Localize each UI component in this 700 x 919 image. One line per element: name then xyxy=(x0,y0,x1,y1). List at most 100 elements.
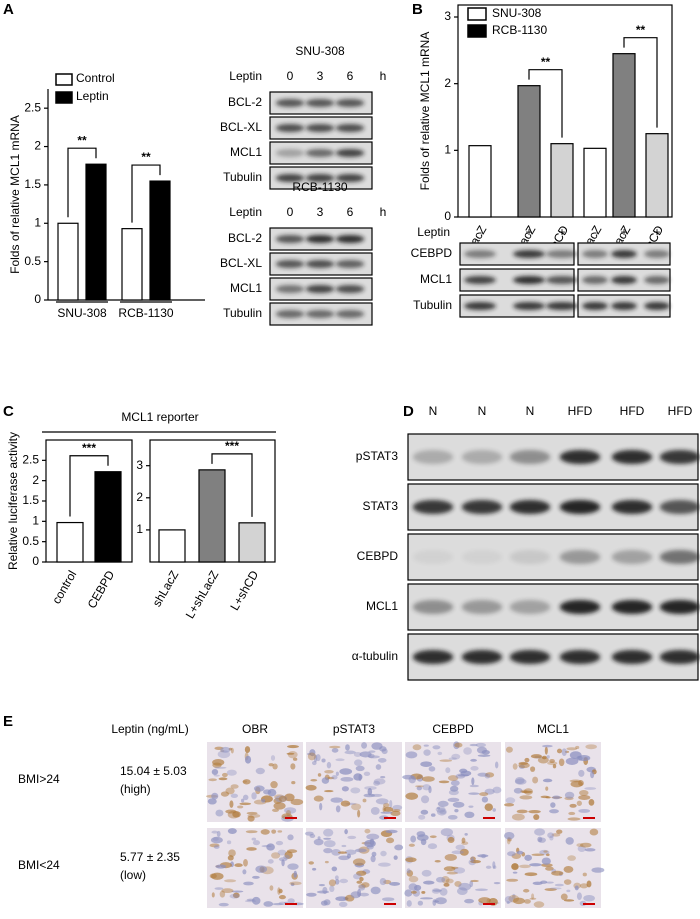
treatment-sign: + xyxy=(558,225,565,239)
legend-swatch xyxy=(55,73,73,86)
ihc-texture xyxy=(341,786,349,792)
ihc-texture xyxy=(542,778,553,783)
ihc-texture xyxy=(453,867,466,874)
ihc-texture xyxy=(361,882,370,888)
y-tick-label: 2 xyxy=(32,473,39,487)
ihc-texture xyxy=(576,892,582,901)
bar xyxy=(94,471,122,563)
blot-band xyxy=(464,250,496,258)
blot-band xyxy=(305,310,335,318)
blot-band xyxy=(559,600,601,614)
blot-band xyxy=(509,450,551,464)
x-tick-label: RCB-1130 xyxy=(118,306,173,320)
ihc-texture xyxy=(237,805,244,809)
ihc-texture xyxy=(547,761,558,766)
blot-row-label: BCL-XL xyxy=(220,120,262,134)
ihc-texture xyxy=(331,748,339,753)
ihc-texture xyxy=(428,785,432,794)
lane-label: HFD xyxy=(620,404,645,418)
ihc-texture xyxy=(447,836,455,844)
ihc-texture xyxy=(494,761,499,769)
ihc-texture xyxy=(524,872,538,877)
ihc-texture xyxy=(463,747,472,755)
ihc-texture xyxy=(411,890,417,894)
ihc-texture xyxy=(347,835,357,840)
ihc-texture xyxy=(423,749,431,756)
ihc-texture xyxy=(437,751,443,756)
ihc-texture xyxy=(445,878,454,884)
ihc-texture xyxy=(552,795,561,800)
ihc-level: (high) xyxy=(120,782,151,796)
ihc-texture xyxy=(290,763,296,770)
ihc-texture xyxy=(568,811,576,816)
ihc-texture xyxy=(319,802,323,811)
ihc-texture xyxy=(272,903,284,906)
ihc-texture xyxy=(263,789,272,795)
ihc-texture xyxy=(270,755,276,761)
ihc-texture xyxy=(283,854,290,860)
ihc-texture xyxy=(519,795,533,800)
ihc-texture xyxy=(511,813,525,821)
ihc-texture xyxy=(448,757,457,761)
x-tick-label: shLacZ xyxy=(150,568,182,609)
ihc-texture xyxy=(576,755,583,761)
blot-band xyxy=(305,235,335,243)
ihc-texture xyxy=(515,776,525,785)
ihc-texture xyxy=(231,890,244,893)
blot-band xyxy=(644,276,670,284)
ihc-texture xyxy=(584,787,597,790)
ihc-texture xyxy=(390,810,401,817)
ihc-texture xyxy=(512,763,518,770)
ihc-texture xyxy=(444,853,457,861)
ihc-texture xyxy=(470,860,482,864)
ihc-texture xyxy=(476,746,487,754)
ihc-texture xyxy=(344,849,357,855)
ihc-texture xyxy=(505,746,513,753)
ihc-texture xyxy=(464,898,474,904)
chart-title: MCL1 reporter xyxy=(121,410,198,424)
bar xyxy=(468,145,492,218)
ihc-texture xyxy=(471,777,475,786)
ihc-texture xyxy=(323,837,332,840)
ihc-texture xyxy=(519,864,531,869)
ihc-texture xyxy=(211,872,224,880)
ihc-texture xyxy=(578,808,591,813)
blot-band xyxy=(461,650,503,664)
ihc-texture xyxy=(545,866,554,871)
ihc-group: BMI>24 xyxy=(18,772,60,786)
ihc-texture xyxy=(335,771,339,776)
blot-band xyxy=(611,550,653,564)
ihc-texture xyxy=(561,748,567,756)
ihc-texture xyxy=(338,855,350,861)
ihc-texture xyxy=(344,750,356,755)
ihc-texture xyxy=(366,844,374,850)
ihc-texture xyxy=(420,809,429,815)
ihc-texture xyxy=(330,797,343,803)
ihc-texture xyxy=(361,742,368,749)
y-tick-label: 0 xyxy=(32,554,39,568)
ihc-texture xyxy=(443,882,450,887)
ihc-texture xyxy=(278,894,286,900)
ihc-texture xyxy=(405,792,419,800)
ihc-texture xyxy=(523,788,534,795)
ihc-texture xyxy=(447,797,460,803)
ihc-texture xyxy=(484,773,491,779)
ihc-texture xyxy=(566,747,578,751)
ihc-texture xyxy=(357,809,361,818)
ihc-texture xyxy=(211,792,219,800)
ihc-texture xyxy=(416,834,429,841)
ihc-texture xyxy=(478,897,492,904)
ihc-texture xyxy=(422,784,431,791)
legend-swatch xyxy=(467,24,487,38)
blot-band xyxy=(611,600,653,614)
blot-band xyxy=(461,500,503,514)
ihc-texture xyxy=(215,864,227,869)
ihc-texture xyxy=(433,900,440,903)
ihc-texture xyxy=(207,798,217,805)
blot-row-label: BCL-XL xyxy=(220,256,262,270)
ihc-texture xyxy=(511,863,519,871)
ihc-texture xyxy=(359,876,364,882)
ihc-texture xyxy=(492,861,496,869)
blot-band xyxy=(546,250,578,258)
